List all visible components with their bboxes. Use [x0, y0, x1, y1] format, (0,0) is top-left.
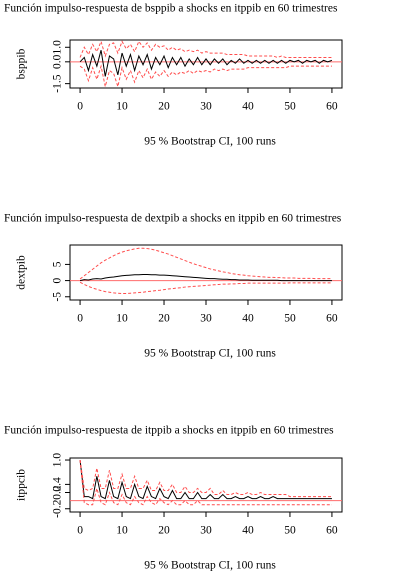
y-axis-label: itppcib [16, 469, 28, 501]
y-axis-label: dextpib [16, 255, 28, 290]
x-tick-label: 30 [200, 101, 212, 113]
y-tick-label: 0 [52, 277, 64, 283]
chart-title: Función impulso-respuesta de dextpib a s… [4, 213, 342, 225]
x-tick-label: 50 [284, 101, 296, 113]
x-tick-label: 60 [326, 101, 338, 113]
y-tick-label: 0.4 [52, 477, 64, 492]
y-axis-label: bsppib [16, 48, 28, 79]
y-tick-label: -1.5 [52, 74, 64, 92]
x-tick-label: 10 [116, 313, 128, 325]
x-tick-label: 0 [77, 101, 83, 113]
x-tick-label: 20 [158, 101, 170, 113]
response-line [79, 273, 332, 282]
response-line [79, 50, 333, 77]
x-axis-label: 95 % Bootstrap CI, 100 runs [144, 136, 276, 148]
y-tick-label: -0.2 [52, 499, 64, 517]
x-tick-label: 40 [242, 525, 254, 537]
response-line [79, 459, 332, 500]
x-tick-label: 30 [200, 525, 212, 537]
x-axis-label: 95 % Bootstrap CI, 100 runs [144, 560, 276, 572]
x-tick-label: 40 [242, 101, 254, 113]
x-tick-label: 10 [116, 101, 128, 113]
x-tick-label: 20 [158, 313, 170, 325]
x-tick-label: 60 [326, 525, 338, 537]
y-tick-label: 1.0 [52, 453, 64, 468]
x-tick-label: 10 [116, 525, 128, 537]
ci-line [79, 247, 332, 280]
y-tick-label: 5 [52, 261, 64, 267]
x-tick-label: 40 [242, 313, 254, 325]
y-tick-label: 0.0 [52, 54, 64, 69]
y-tick-label: 0.2 [52, 485, 64, 500]
x-tick-label: 30 [200, 313, 212, 325]
plot-frame [69, 39, 343, 89]
x-tick-label: 50 [284, 313, 296, 325]
chart-title: Función impulso-respuesta de bsppib a sh… [4, 3, 338, 15]
x-tick-label: 0 [77, 313, 83, 325]
x-tick-label: 60 [326, 313, 338, 325]
y-tick-label: 1.0 [52, 40, 64, 55]
ci-line [79, 281, 332, 295]
y-tick-label: -5 [52, 292, 64, 302]
x-tick-label: 50 [284, 525, 296, 537]
ci-line [79, 459, 332, 498]
x-tick-label: 0 [77, 525, 83, 537]
ci-line [79, 64, 332, 89]
x-axis-label: 95 % Bootstrap CI, 100 runs [144, 348, 276, 360]
ci-line [79, 39, 332, 58]
ci-line [79, 459, 332, 506]
chart-title: Función impulso-respuesta de itppib a sh… [4, 425, 334, 437]
plot-frame [69, 244, 343, 301]
x-tick-label: 20 [158, 525, 170, 537]
